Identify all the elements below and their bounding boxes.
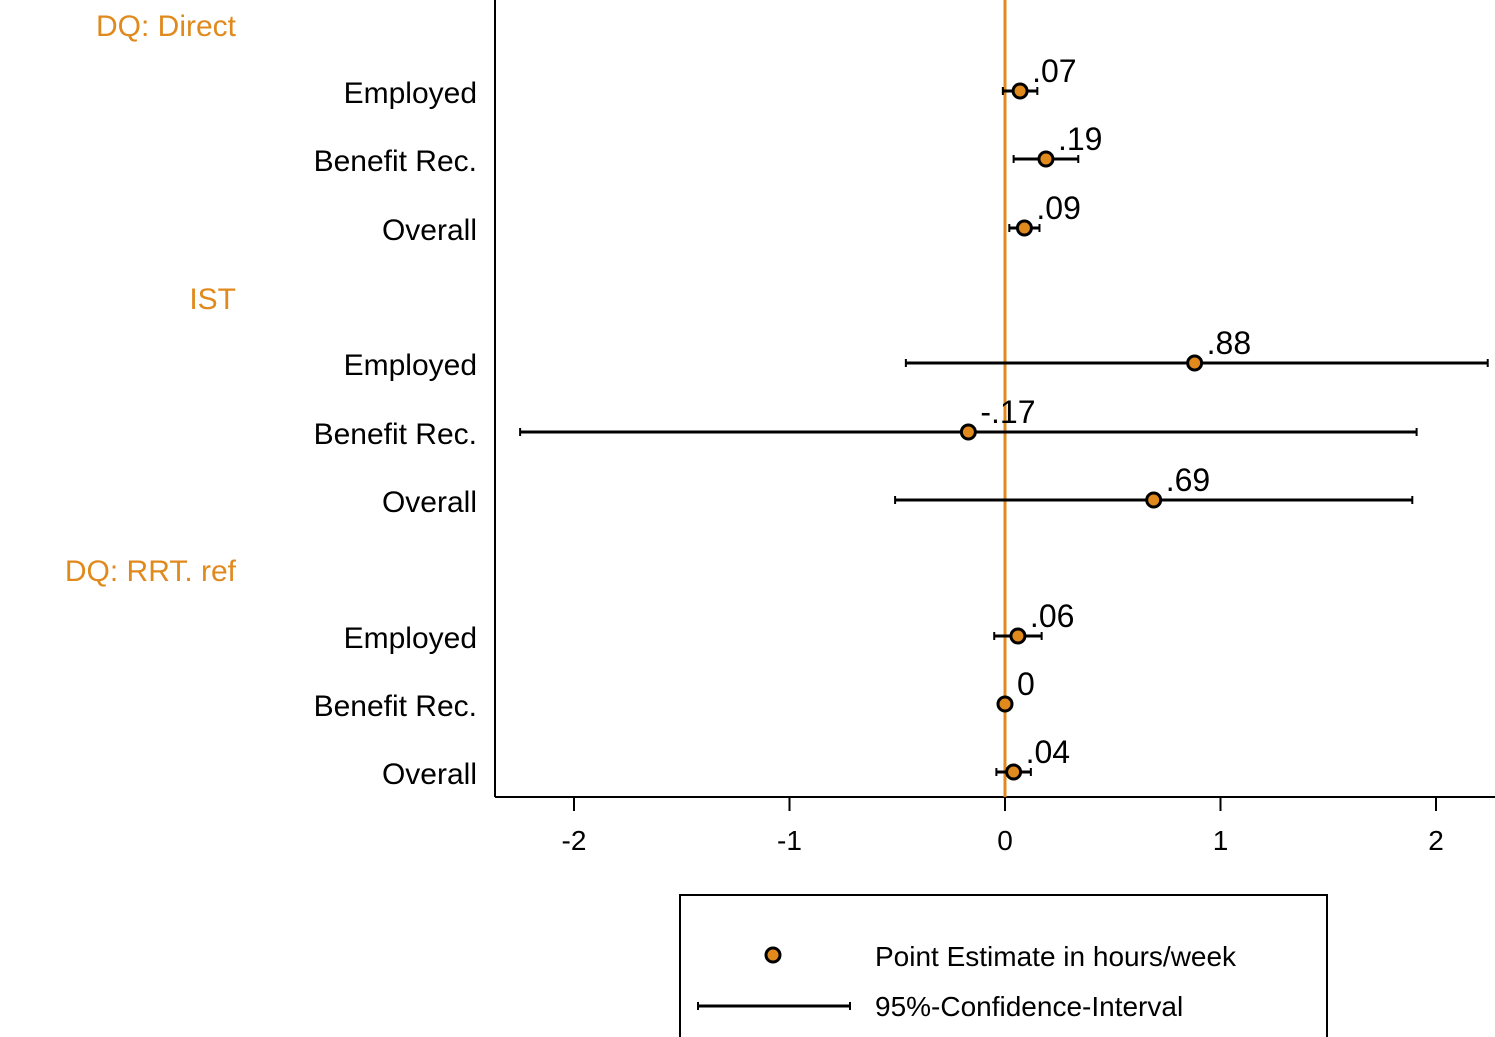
row-label: Benefit Rec. xyxy=(314,145,477,178)
point-estimate xyxy=(1011,82,1029,100)
row-label: Overall xyxy=(382,486,477,519)
legend-point-symbol xyxy=(764,946,782,964)
estimate-label: .69 xyxy=(1166,462,1210,498)
legend-ci-label: 95%-Confidence-Interval xyxy=(875,991,1183,1022)
group-label: IST xyxy=(189,283,236,316)
row-label: Employed xyxy=(344,622,477,655)
legend: Point Estimate in hours/week 95%-Confiden… xyxy=(679,894,1328,1037)
group-label: DQ: Direct xyxy=(96,10,237,43)
row-label: Employed xyxy=(344,77,477,110)
row-label: Employed xyxy=(344,349,477,382)
estimate-label: .88 xyxy=(1207,325,1251,361)
estimate-label: .04 xyxy=(1026,734,1070,770)
row-label: Overall xyxy=(382,214,477,247)
row-label: Benefit Rec. xyxy=(314,418,477,451)
legend-point-label: Point Estimate in hours/week xyxy=(875,941,1237,972)
point-estimate xyxy=(959,423,977,441)
estimate-label: 0 xyxy=(1017,666,1035,702)
x-tick-label: 2 xyxy=(1428,825,1444,856)
estimate-label: .06 xyxy=(1030,598,1074,634)
x-tick-label: -2 xyxy=(562,825,587,856)
x-tick-label: 0 xyxy=(997,825,1013,856)
chart-marks: .07 .19 .09 .88 -.17 .69 .06 0 .04 xyxy=(519,0,1489,797)
point-estimate xyxy=(996,695,1014,713)
estimate-label: .07 xyxy=(1032,53,1076,89)
point-estimate xyxy=(1186,354,1204,372)
estimate-label: .19 xyxy=(1058,121,1102,157)
point-estimate xyxy=(1145,491,1163,509)
x-tick-label: -1 xyxy=(777,825,802,856)
group-label: DQ: RRT. ref xyxy=(65,555,237,588)
point-estimate xyxy=(1015,219,1033,237)
row-label: Overall xyxy=(382,758,477,791)
x-tick-label: 1 xyxy=(1213,825,1229,856)
row-labels: DQ: Direct Employed Benefit Rec. Overall IST… xyxy=(65,10,477,791)
axes: -2 -1 0 1 2 xyxy=(494,0,1495,856)
point-estimate xyxy=(1005,763,1023,781)
point-estimate xyxy=(1009,627,1027,645)
estimate-label: -.17 xyxy=(980,394,1035,430)
legend-box xyxy=(679,894,1328,1037)
estimate-label: .09 xyxy=(1036,190,1080,226)
point-estimate xyxy=(1037,150,1055,168)
row-label: Benefit Rec. xyxy=(314,690,477,723)
